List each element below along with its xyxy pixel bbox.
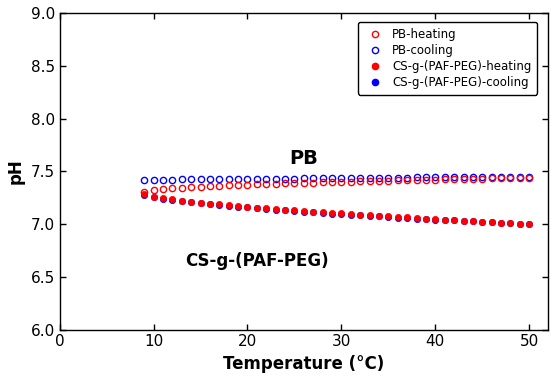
Legend: PB-heating, PB-cooling, CS-g-(PAF-PEG)-heating, CS-g-(PAF-PEG)-cooling: PB-heating, PB-cooling, CS-g-(PAF-PEG)-h… xyxy=(358,22,537,95)
Y-axis label: pH: pH xyxy=(7,158,25,184)
Text: PB: PB xyxy=(289,149,318,168)
Text: CS-g-(PAF-PEG): CS-g-(PAF-PEG) xyxy=(185,252,329,270)
X-axis label: Temperature (°C): Temperature (°C) xyxy=(223,355,385,373)
